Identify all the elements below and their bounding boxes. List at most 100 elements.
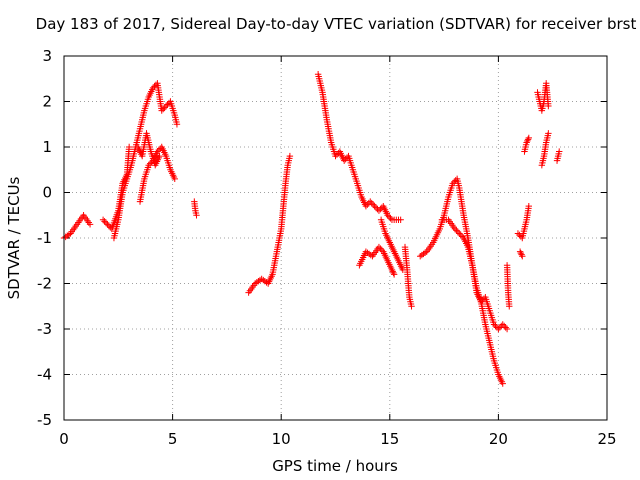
data-point xyxy=(155,146,163,154)
data-point xyxy=(368,199,375,207)
x-tick-label: 5 xyxy=(168,430,178,448)
data-point xyxy=(514,230,522,237)
data-point xyxy=(369,201,377,208)
data-point xyxy=(151,83,158,90)
data-points xyxy=(60,71,563,387)
data-point xyxy=(545,102,552,110)
data-point xyxy=(371,202,378,210)
grid xyxy=(64,56,607,420)
data-point xyxy=(156,152,163,160)
data-point xyxy=(451,225,459,233)
series-brst-m xyxy=(438,216,506,387)
data-point xyxy=(500,322,508,330)
data-point xyxy=(193,212,200,219)
data-point xyxy=(164,101,171,108)
series-brst-o xyxy=(514,202,533,242)
data-point xyxy=(377,245,384,252)
data-point xyxy=(499,321,506,328)
x-tick-label: 0 xyxy=(59,430,69,448)
data-point xyxy=(377,205,384,213)
data-point xyxy=(340,157,348,164)
data-point xyxy=(457,231,464,239)
data-point xyxy=(125,143,133,151)
data-point xyxy=(333,151,341,158)
data-point xyxy=(490,321,498,328)
series-brst-j xyxy=(377,216,407,274)
series-brst-p xyxy=(516,248,526,260)
x-tick-label: 10 xyxy=(272,430,291,448)
series-brst-k xyxy=(401,243,415,310)
data-point xyxy=(418,251,426,259)
series-brst-t xyxy=(553,148,563,164)
data-point xyxy=(372,204,380,211)
data-point xyxy=(492,322,499,330)
data-point xyxy=(99,216,107,223)
data-point xyxy=(389,268,396,275)
y-tick-label: -4 xyxy=(37,366,52,384)
data-point xyxy=(102,219,110,227)
data-point xyxy=(101,218,108,225)
data-point xyxy=(417,253,424,260)
data-point xyxy=(364,201,371,208)
data-point xyxy=(362,248,370,255)
y-tick-label: 0 xyxy=(42,184,52,202)
data-point xyxy=(158,107,165,114)
data-point xyxy=(159,105,167,113)
data-point xyxy=(258,275,265,283)
data-point xyxy=(518,251,525,258)
series-brst-g xyxy=(245,152,294,296)
ticks: 0 5 10 15 20 25 -5 -4 -3 -2 -1 0 1 2 3 xyxy=(37,47,617,448)
data-point xyxy=(171,175,178,183)
plot-frame xyxy=(63,55,608,421)
data-point xyxy=(525,202,533,210)
data-point xyxy=(456,230,463,237)
data-point xyxy=(145,162,152,169)
series-brst-h xyxy=(314,71,404,223)
data-point xyxy=(517,249,525,257)
x-axis-label: GPS time / hours xyxy=(272,457,398,475)
y-tick-label: -1 xyxy=(37,229,52,247)
data-point xyxy=(104,221,111,228)
y-tick-label: 1 xyxy=(42,138,52,156)
data-point xyxy=(421,249,429,256)
data-point xyxy=(161,104,168,111)
data-point xyxy=(378,246,386,254)
series-brst-f xyxy=(191,198,200,219)
data-point xyxy=(367,198,374,205)
data-point xyxy=(388,266,396,274)
series-brst-q xyxy=(521,134,533,155)
data-point xyxy=(62,233,69,241)
y-tick-label: -5 xyxy=(37,411,52,429)
data-point xyxy=(173,121,181,128)
series-brst-s xyxy=(538,130,552,169)
series-brst-c xyxy=(110,80,181,242)
data-point xyxy=(375,207,383,214)
data-point xyxy=(519,253,526,260)
y-tick-label: -2 xyxy=(37,275,52,293)
data-point xyxy=(503,325,511,333)
data-point xyxy=(516,248,524,255)
data-point xyxy=(260,276,267,284)
data-point xyxy=(453,227,460,234)
data-point xyxy=(146,160,154,167)
data-point xyxy=(384,212,391,219)
y-tick-label: 2 xyxy=(42,93,52,111)
data-point xyxy=(451,178,458,186)
data-point xyxy=(375,243,383,251)
y-axis-label: SDTVAR / TECUs xyxy=(5,176,23,299)
data-point xyxy=(506,303,513,310)
data-point xyxy=(286,152,294,160)
series-brst-i xyxy=(356,243,398,278)
chart-title: Day 183 of 2017, Sidereal Day-to-day VTE… xyxy=(36,15,637,33)
data-point xyxy=(342,155,349,163)
data-point xyxy=(64,232,71,239)
data-point xyxy=(387,215,394,222)
y-tick-label: -3 xyxy=(37,320,52,338)
series-brst-l xyxy=(417,175,511,333)
series-brst-b xyxy=(99,143,133,233)
data-point xyxy=(495,325,502,333)
data-point xyxy=(459,233,466,240)
data-point xyxy=(251,280,259,287)
data-point xyxy=(556,148,563,155)
